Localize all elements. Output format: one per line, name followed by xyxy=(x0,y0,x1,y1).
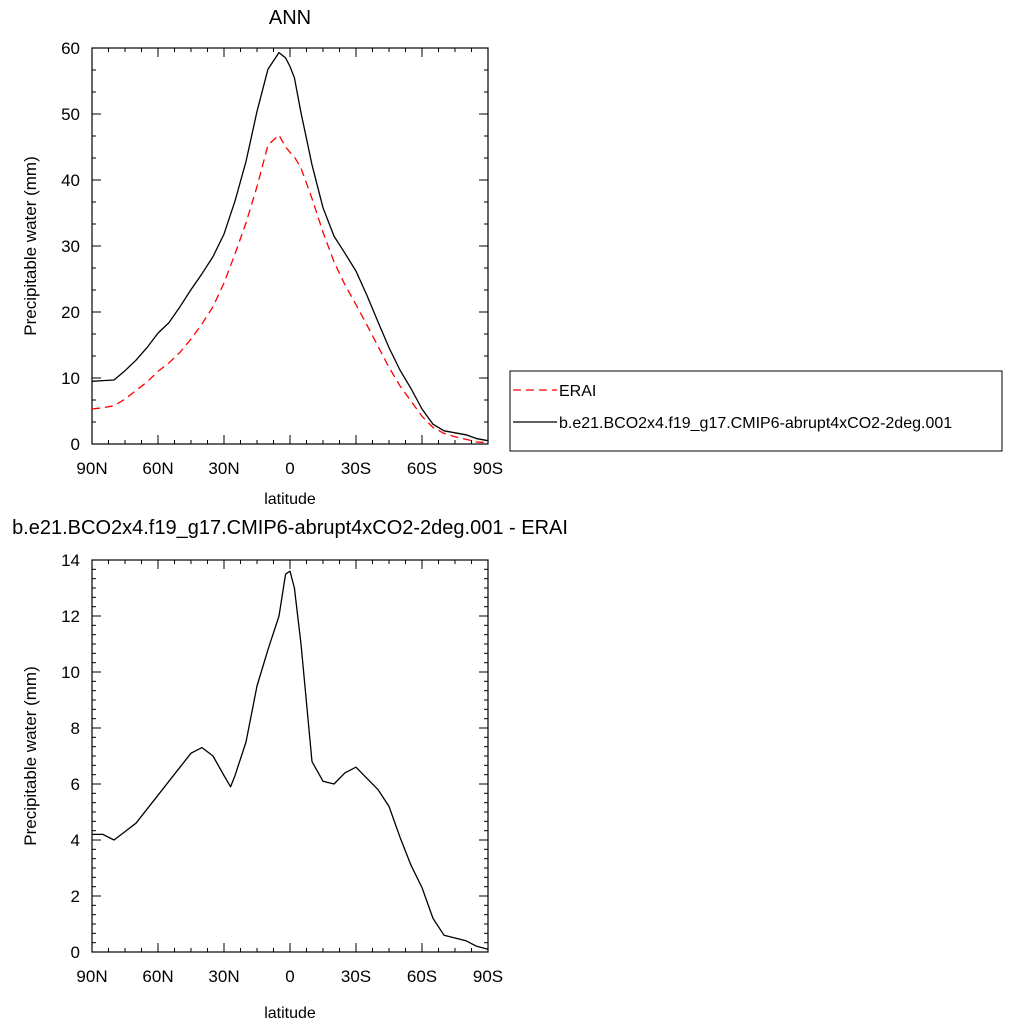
panel-2 xyxy=(91,559,489,953)
x-tick-label: 0 xyxy=(285,967,294,986)
y-tick-label: 6 xyxy=(71,775,80,794)
x-tick-label: 60S xyxy=(407,967,437,986)
y-tick-label: 10 xyxy=(61,663,80,682)
series-line-1 xyxy=(91,134,489,444)
y-tick-label: 20 xyxy=(61,303,80,322)
series-line-2 xyxy=(91,51,489,442)
x-tick-label: 30S xyxy=(341,967,371,986)
legend-box xyxy=(509,370,1003,452)
x-tick-label: 90S xyxy=(473,967,503,986)
y-tick-label: 12 xyxy=(61,607,80,626)
x-tick-label: 60S xyxy=(407,459,437,478)
y-tick-label: 30 xyxy=(61,237,80,256)
x-tick-label: 60N xyxy=(142,967,173,986)
panel-1 xyxy=(91,47,1003,452)
x-tick-label: 30S xyxy=(341,459,371,478)
series-line-1 xyxy=(92,570,489,950)
x-tick-label: 90N xyxy=(76,459,107,478)
x-axis-label: latitude xyxy=(264,491,316,508)
y-axis-label: Precipitable water (mm) xyxy=(21,156,40,336)
legend-label: b.e21.BCO2x4.f19_g17.CMIP6-abrupt4xCO2-2… xyxy=(559,415,952,432)
y-tick-label: 0 xyxy=(71,435,80,454)
chart-title: b.e21.BCO2x4.f19_g17.CMIP6-abrupt4xCO2-2… xyxy=(12,517,568,539)
y-tick-label: 4 xyxy=(71,831,80,850)
x-tick-label: 90N xyxy=(76,967,107,986)
y-tick-label: 50 xyxy=(61,105,80,124)
plot-frame xyxy=(91,47,489,445)
plot-frame xyxy=(91,559,489,953)
y-tick-label: 2 xyxy=(71,887,80,906)
x-tick-label: 30N xyxy=(208,459,239,478)
y-tick-label: 0 xyxy=(71,943,80,962)
legend-label: ERAI xyxy=(559,383,596,400)
x-axis-label: latitude xyxy=(264,1005,316,1022)
y-tick-label: 10 xyxy=(61,369,80,388)
legend xyxy=(509,370,1003,452)
x-tick-label: 0 xyxy=(285,459,294,478)
y-tick-label: 8 xyxy=(71,719,80,738)
chart-title: ANN xyxy=(269,7,311,29)
x-tick-label: 90S xyxy=(473,459,503,478)
x-tick-label: 30N xyxy=(208,967,239,986)
y-tick-label: 40 xyxy=(61,171,80,190)
y-axis-label: Precipitable water (mm) xyxy=(21,666,40,846)
y-tick-label: 14 xyxy=(61,551,80,570)
x-tick-label: 60N xyxy=(142,459,173,478)
y-tick-label: 60 xyxy=(61,39,80,58)
